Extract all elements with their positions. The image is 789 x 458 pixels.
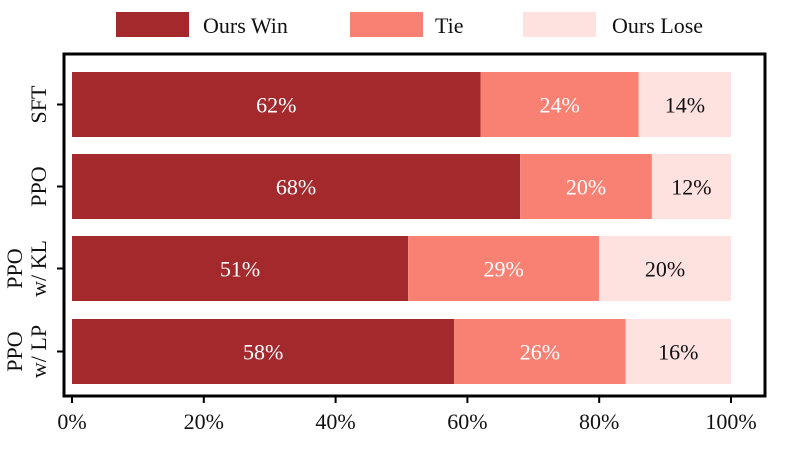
bar-ppo-ours-win [72, 154, 521, 219]
data-label-ppo-w-lp-ours-win: 58% [243, 340, 283, 365]
data-label-ppo-w-lp-ours-lose: 16% [658, 340, 698, 365]
data-label-ppo-ours-win: 68% [276, 175, 316, 200]
bar-sft-tie [480, 72, 639, 137]
legend-swatch-tie [350, 12, 423, 37]
legend-label-tie: Tie [435, 13, 464, 38]
plot-frame [62, 52, 767, 398]
bar-ppo-ours-lose [651, 154, 731, 219]
legend-swatch-ours-win [116, 12, 189, 37]
y-category-label-sft: SFT [26, 85, 51, 123]
bar-sft-ours-lose [638, 72, 731, 137]
legend-label-ours-lose: Ours Lose [612, 13, 703, 38]
y-category-label-ppo: PPO [26, 166, 51, 206]
data-label-sft-ours-lose: 14% [665, 93, 705, 118]
legend-label-ours-win: Ours Win [203, 13, 288, 38]
bar-ppo-w-lp-ours-win [72, 319, 455, 384]
data-label-ppo-w-kl-ours-lose: 20% [645, 257, 685, 282]
data-label-ppo-ours-lose: 12% [671, 175, 711, 200]
x-tick-label: 0% [57, 409, 86, 434]
x-tick-label: 80% [579, 409, 619, 434]
y-category-label-ppo: PPO [2, 248, 27, 288]
y-category-label-ppo: PPO [2, 331, 27, 371]
y-category-label-w-kl: w/ KL [26, 240, 51, 297]
data-label-ppo-w-lp-tie: 26% [520, 340, 560, 365]
bar-ppo-tie [520, 154, 652, 219]
bar-ppo-w-kl-tie [408, 236, 600, 301]
bar-sft-ours-win [72, 72, 481, 137]
bars-group: 62% 24% 14% 68% 20% 12% 51% 29% 20% 58% 26% 16% [72, 72, 731, 384]
bar-ppo-w-kl-ours-lose [599, 236, 731, 301]
legend-swatch-ours-lose [523, 12, 596, 37]
x-tick-label: 40% [315, 409, 355, 434]
x-axis-ticks: 0% 20% 40% 60% 80% 100% [57, 396, 757, 434]
bar-ppo-w-lp-ours-lose [625, 319, 731, 384]
x-tick-label: 60% [447, 409, 487, 434]
data-label-ppo-w-kl-tie: 29% [483, 257, 523, 282]
data-label-sft-tie: 24% [539, 93, 579, 118]
x-tick-label: 100% [705, 409, 756, 434]
x-tick-label: 20% [184, 409, 224, 434]
bar-ppo-w-lp-tie [454, 319, 626, 384]
bar-ppo-w-kl-ours-win [72, 236, 409, 301]
data-label-sft-ours-win: 62% [256, 93, 296, 118]
data-label-ppo-w-kl-ours-win: 51% [220, 257, 260, 282]
data-label-ppo-tie: 20% [566, 175, 606, 200]
legend: Ours Win Tie Ours Lose [116, 12, 703, 38]
y-category-label-w-lp: w/ LP [26, 325, 51, 378]
